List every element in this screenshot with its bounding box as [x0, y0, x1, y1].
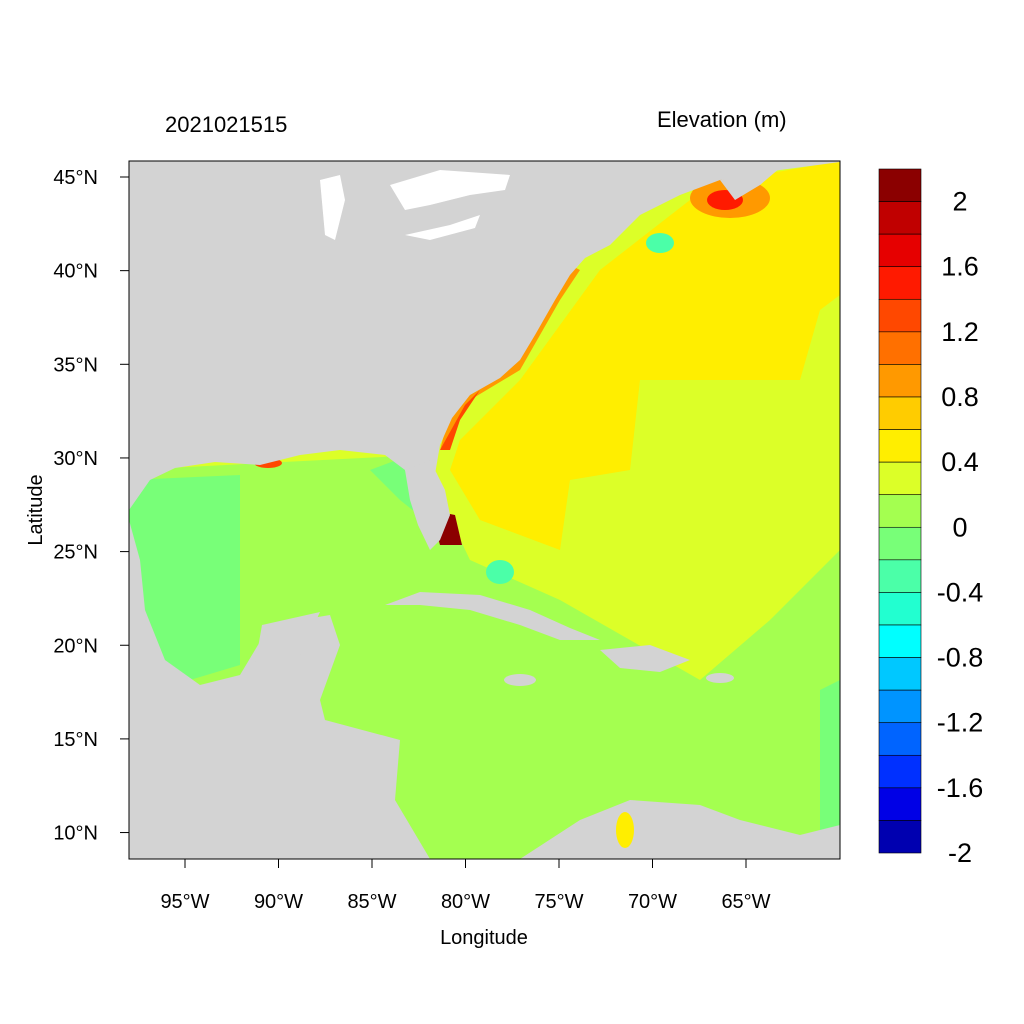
colorbar-label: -2 — [948, 838, 972, 868]
timestamp-title: 2021021515 — [165, 112, 288, 137]
colorbar-label: 1.6 — [941, 252, 979, 282]
lat-tick-label: 45°N — [53, 167, 98, 189]
colorbar-swatch — [878, 201, 922, 235]
colorbar-swatch — [878, 461, 922, 496]
colorbar-swatch — [878, 429, 922, 463]
lon-tick-label: 80°W — [441, 891, 490, 913]
south-america-land — [520, 800, 840, 859]
lon-tick-label: 75°W — [534, 891, 583, 913]
lat-tick-label: 40°N — [53, 261, 98, 283]
cuba-land — [385, 592, 600, 640]
lat-tick-label: 10°N — [53, 823, 98, 845]
lon-tick-label: 65°W — [721, 891, 770, 913]
colorbar-swatch — [878, 331, 922, 365]
colorbar-swatch — [878, 168, 922, 202]
colorbar-label: -0.8 — [937, 643, 984, 673]
colorbar: 2 1.6 1.2 0.8 0.4 0 -0.4 -0.8 -1.2 -1.6 -2 — [878, 168, 984, 868]
colorbar-swatch — [878, 266, 922, 300]
colorbar-swatch — [878, 754, 922, 789]
colorbar-swatch — [878, 787, 922, 821]
jamaica-land — [504, 674, 536, 686]
lon-tick-label: 85°W — [347, 891, 396, 913]
yucatan-land — [255, 612, 320, 670]
surge-band-red — [440, 390, 480, 450]
colorbar-label: -1.2 — [937, 708, 984, 738]
lon-tick-label: 95°W — [160, 891, 209, 913]
lat-tick-label: 30°N — [53, 448, 98, 470]
colorbar-label: 2 — [952, 187, 967, 217]
colorbar-swatch — [878, 298, 922, 333]
field-title: Elevation (m) — [657, 107, 787, 132]
colorbar-label: -0.4 — [937, 577, 984, 607]
map-area — [129, 161, 840, 859]
puerto-rico-land — [706, 673, 734, 683]
north-america-land — [129, 161, 840, 510]
lake-michigan — [320, 175, 345, 240]
colorbar-label: 0.8 — [941, 382, 979, 412]
plot-frame — [128, 160, 841, 860]
colorbar-swatch — [878, 592, 922, 626]
x-axis-title: Longitude — [440, 927, 528, 949]
lon-tick-label: 70°W — [628, 891, 677, 913]
y-axis-title: Latitude — [25, 474, 47, 545]
colorbar-swatch — [878, 364, 922, 398]
colorbar-swatch — [878, 396, 922, 430]
colorbar-label: -1.6 — [937, 773, 984, 803]
nova-scotia-land — [720, 168, 780, 200]
colorbar-swatch — [878, 820, 922, 854]
longitude-axis: 95°W 90°W 85°W 80°W 75°W 70°W 65°W — [160, 859, 771, 913]
colorbar-swatch — [878, 559, 922, 593]
lake-erie — [405, 215, 480, 240]
lat-tick-label: 25°N — [53, 542, 98, 564]
lat-tick-label: 15°N — [53, 729, 98, 751]
lat-tick-label: 35°N — [53, 354, 98, 376]
colorbar-swatch — [878, 722, 922, 756]
florida-land — [405, 460, 450, 550]
lake-maracaibo — [616, 812, 634, 848]
east-edge-water — [820, 680, 840, 859]
colorbar-label: 0.4 — [941, 447, 979, 477]
nantucket-low — [646, 233, 674, 253]
mexico-central-america-land — [129, 520, 430, 859]
colorbar-label: 1.2 — [941, 317, 979, 347]
hispaniola-land — [600, 645, 690, 672]
colorbar-swatch — [878, 233, 922, 268]
colorbar-swatch — [878, 624, 922, 658]
colorbar-swatch — [878, 526, 922, 561]
atlantic-water — [450, 161, 840, 550]
colorbar-swatch — [878, 657, 922, 691]
colorbar-label: 0 — [952, 512, 967, 542]
bahamas-low — [486, 560, 514, 584]
lake-huron — [390, 170, 510, 210]
colorbar-swatch — [878, 494, 922, 528]
lon-tick-label: 90°W — [254, 891, 303, 913]
latitude-axis: 45°N 40°N 35°N 30°N 25°N 20°N 15°N 10°N — [53, 167, 129, 845]
colorbar-swatch — [878, 689, 922, 724]
western-gulf-water — [129, 475, 240, 680]
lat-tick-label: 20°N — [53, 635, 98, 657]
